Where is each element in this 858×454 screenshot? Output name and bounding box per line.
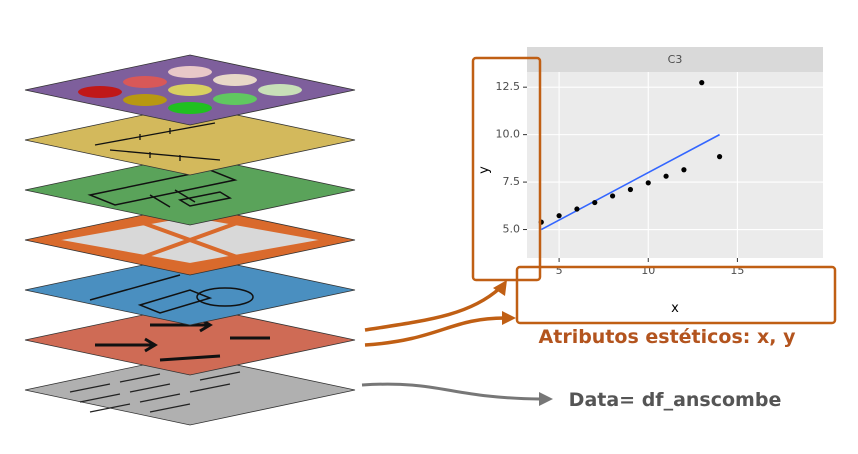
point — [627, 186, 634, 193]
arrows — [361, 280, 553, 406]
plot: 5.07.510.012.55 10 15 — [496, 72, 823, 277]
y-tick-label: 7.5 — [503, 175, 521, 188]
stat-shapes — [87, 169, 238, 208]
point — [681, 167, 687, 173]
point — [609, 193, 616, 199]
point — [592, 199, 598, 206]
x-highlight — [515, 265, 837, 325]
layer-data — [24, 354, 356, 426]
aesthetics-note: Atributos estéticos: x, y — [539, 326, 797, 348]
point — [663, 173, 669, 179]
facet-lines — [142, 221, 238, 259]
point — [699, 80, 705, 86]
y-tick-label: 10.0 — [496, 128, 521, 141]
y-tick-label: 12.5 — [496, 80, 521, 93]
point — [574, 206, 580, 212]
y-highlight — [471, 56, 542, 282]
facet-strip — [527, 47, 823, 72]
x-axis-title: x — [671, 301, 679, 316]
layer-stack — [24, 54, 356, 426]
point — [716, 154, 723, 160]
layer-coordinates — [24, 104, 356, 176]
theme-dots — [78, 66, 302, 114]
x-tick-label: 5 — [556, 264, 563, 277]
data-scribbles — [69, 371, 241, 413]
plot-panel — [527, 72, 823, 258]
aesthetic-arrows — [95, 317, 270, 362]
y-tick-label: 5.0 — [503, 223, 521, 236]
data-note: Data= df_anscombe — [569, 389, 782, 411]
point — [645, 180, 651, 186]
facet-label: C3 — [668, 53, 683, 66]
y-axis-title: y — [477, 166, 492, 174]
coord-axes — [94, 122, 221, 161]
layer-aesthetics — [24, 304, 356, 376]
geom-shapes — [89, 274, 254, 314]
point — [556, 213, 562, 219]
fit-line — [540, 133, 720, 231]
